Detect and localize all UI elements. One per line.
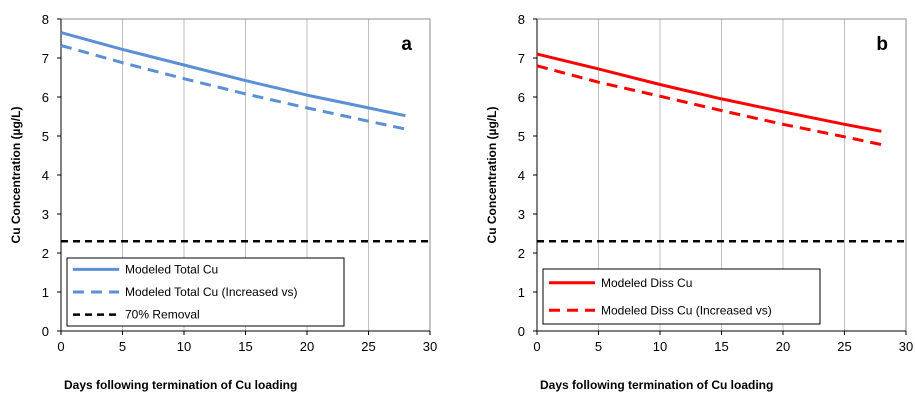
y-tick-label: 5 xyxy=(42,129,49,144)
y-tick-label: 0 xyxy=(518,324,525,339)
legend-label: Modeled Total Cu xyxy=(125,262,218,276)
x-tick-label: 20 xyxy=(776,339,790,354)
y-axis-title: Cu Concentration (µg/L) xyxy=(485,107,499,244)
x-tick-label: 10 xyxy=(177,339,191,354)
x-tick-label: 25 xyxy=(837,339,851,354)
y-tick-label: 3 xyxy=(518,207,525,222)
legend-label: Modeled Diss Cu xyxy=(601,276,692,290)
legend-label: 70% Removal xyxy=(125,308,200,322)
y-tick-label: 6 xyxy=(42,90,49,105)
x-tick-label: 15 xyxy=(238,339,252,354)
x-tick-label: 15 xyxy=(714,339,728,354)
x-tick-label: 20 xyxy=(300,339,314,354)
series-line-1 xyxy=(536,52,882,133)
chart-panel-b: 0 1 2 3 4 5 6 7 8 0 5 10 15 20 25 30 Days following term… xyxy=(485,12,913,392)
y-tick-label: 0 xyxy=(42,324,49,339)
y-tick-label: 2 xyxy=(42,246,49,261)
y-tick-label: 1 xyxy=(518,285,525,300)
y-tick-label: 4 xyxy=(42,168,49,183)
y-tick-label: 4 xyxy=(518,168,525,183)
y-tick-label: 5 xyxy=(518,129,525,144)
x-tick-label: 30 xyxy=(423,339,437,354)
x-tick-label: 5 xyxy=(119,339,126,354)
y-axis-title: Cu Concentration (µg/L) xyxy=(9,107,23,244)
series-line-1 xyxy=(60,31,406,118)
y-tick-label: 7 xyxy=(42,51,49,66)
x-axis-title: Days following termination of Cu loading xyxy=(540,378,773,392)
y-tick-label: 7 xyxy=(518,51,525,66)
legend-box xyxy=(542,268,821,325)
y-tick-label: 6 xyxy=(518,90,525,105)
x-tick-label: 25 xyxy=(361,339,375,354)
x-tick-label: 5 xyxy=(595,339,602,354)
x-tick-label: 30 xyxy=(899,339,913,354)
y-tick-label: 1 xyxy=(42,285,49,300)
panel-label: b xyxy=(876,34,888,55)
x-tick-label: 0 xyxy=(533,339,540,354)
y-tick-label: 3 xyxy=(42,207,49,222)
y-tick-label: 8 xyxy=(42,12,49,27)
y-tick-label: 2 xyxy=(518,246,525,261)
legend-label: Modeled Diss Cu (Increased vs) xyxy=(601,303,772,317)
x-tick-label: 10 xyxy=(653,339,667,354)
panel-label: a xyxy=(401,34,412,55)
x-axis-title: Days following termination of Cu loading xyxy=(64,378,297,392)
chart-panel-a: 0 1 2 3 4 5 6 7 8 0 5 10 15 20 25 30 Days following term… xyxy=(9,12,437,392)
series-line-2 xyxy=(536,64,882,147)
x-tick-label: 0 xyxy=(57,339,64,354)
series-line-2 xyxy=(60,44,406,131)
y-tick-label: 8 xyxy=(518,12,525,27)
legend-label: Modeled Total Cu (Increased vs) xyxy=(125,285,298,299)
